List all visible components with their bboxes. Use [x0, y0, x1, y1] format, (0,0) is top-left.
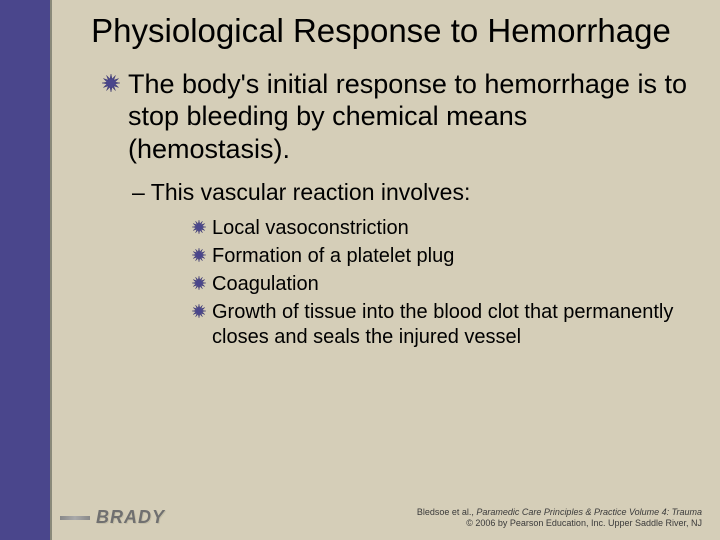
dash-content: This vascular reaction involves:	[151, 179, 471, 205]
footer-author: Bledsoe et al.,	[417, 507, 477, 517]
brady-logo: BRADY	[60, 507, 165, 528]
footer-citation: Bledsoe et al., Paramedic Care Principle…	[417, 507, 702, 530]
dash-prefix: –	[132, 179, 145, 205]
starburst-icon	[192, 248, 206, 267]
footer-title-ital: Paramedic Care Principles & Practice Vol…	[476, 507, 702, 517]
footer-line1: Bledsoe et al., Paramedic Care Principle…	[417, 507, 702, 519]
sub-dash-row: – This vascular reaction involves:	[132, 179, 690, 206]
sub-bullet-row: Growth of tissue into the blood clot tha…	[192, 300, 690, 350]
sub-dash-text: – This vascular reaction involves:	[132, 179, 470, 205]
sub-bullet-row: Local vasoconstriction	[192, 216, 690, 241]
sub-bullet-text: Growth of tissue into the blood clot tha…	[212, 300, 690, 350]
logo-text: BRADY	[96, 507, 165, 528]
starburst-icon	[192, 220, 206, 239]
slide-title: Physiological Response to Hemorrhage	[72, 12, 690, 50]
starburst-icon	[192, 276, 206, 295]
sub-bullet-row: Formation of a platelet plug	[192, 244, 690, 269]
sidebar-accent	[0, 0, 52, 540]
logo-bar-icon	[60, 516, 90, 520]
sub-bullet-text: Local vasoconstriction	[212, 216, 409, 241]
starburst-icon	[192, 304, 206, 323]
sub-bullet-text: Coagulation	[212, 272, 319, 297]
main-bullet-row: The body's initial response to hemorrhag…	[102, 68, 690, 165]
sub-bullet-row: Coagulation	[192, 272, 690, 297]
slide-content: Physiological Response to Hemorrhage The…	[52, 0, 720, 353]
footer-line2: © 2006 by Pearson Education, Inc. Upper …	[417, 518, 702, 530]
starburst-icon	[102, 74, 120, 97]
main-bullet-text: The body's initial response to hemorrhag…	[128, 68, 690, 165]
sub-bullet-text: Formation of a platelet plug	[212, 244, 454, 269]
